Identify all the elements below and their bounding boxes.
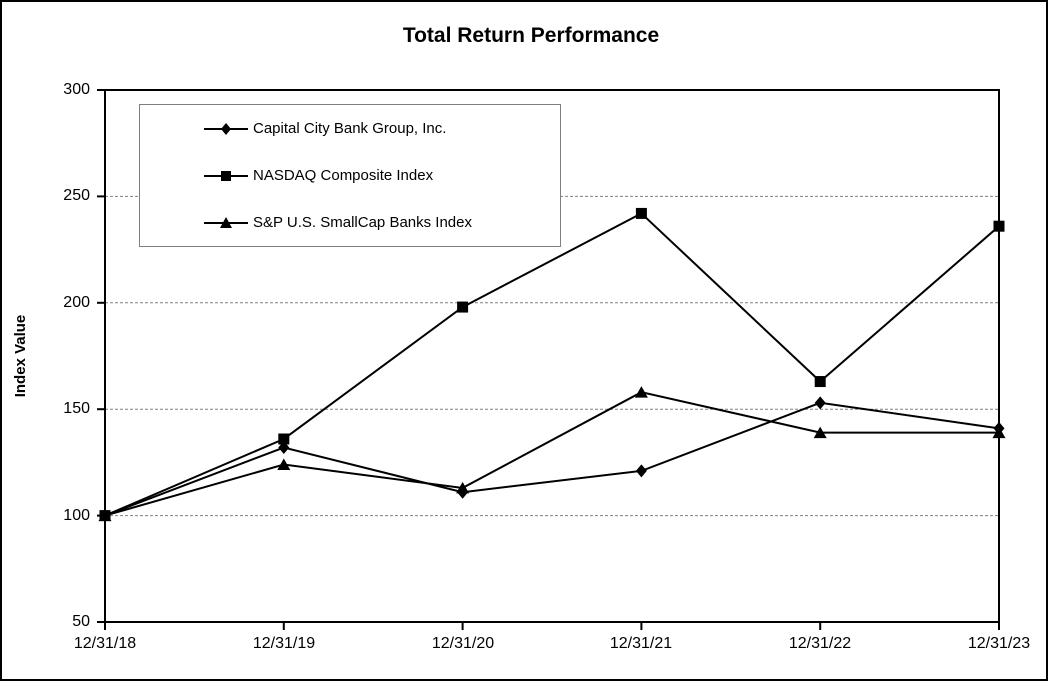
y-tick-label: 150 [63,400,90,417]
x-tick-label: 12/31/21 [609,635,673,652]
square-marker-icon [204,170,248,181]
y-tick-label: 250 [63,187,90,204]
legend-label: S&P U.S. SmallCap Banks Index [253,214,472,231]
legend-label: NASDAQ Composite Index [253,167,434,184]
x-tick-label: 12/31/18 [73,635,137,652]
y-tick-label: 50 [72,613,90,630]
y-tick-label: 200 [63,294,90,311]
x-tick-label: 12/31/22 [788,635,852,652]
y-tick-label: 300 [63,81,90,98]
x-tick-label: 12/31/23 [967,635,1031,652]
x-tick-label: 12/31/20 [431,635,495,652]
y-tick-label: 100 [63,507,90,524]
x-tick-label: 12/31/19 [252,635,316,652]
legend-label: Capital City Bank Group, Inc. [253,120,447,137]
chart-title: Total Return Performance [402,24,660,47]
legend: Capital City Bank Group, Inc. NASDAQ Com… [139,104,561,247]
diamond-marker-icon [204,122,248,135]
legend-item-nasdaq: NASDAQ Composite Index [140,153,560,199]
legend-item-capital-city: Capital City Bank Group, Inc. [140,106,560,152]
legend-item-sp-smallcap-banks: S&P U.S. SmallCap Banks Index [140,200,560,246]
triangle-marker-icon [204,216,248,228]
y-axis-title: Index Value [12,314,29,398]
